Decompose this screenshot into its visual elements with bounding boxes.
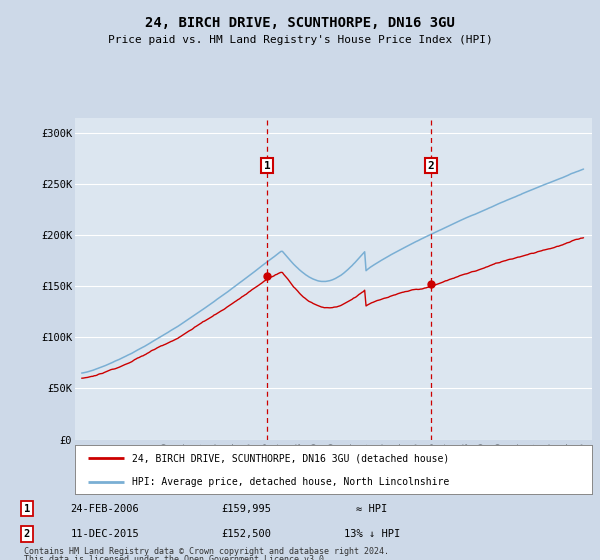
Text: 13% ↓ HPI: 13% ↓ HPI bbox=[344, 529, 400, 539]
Text: This data is licensed under the Open Government Licence v3.0.: This data is licensed under the Open Gov… bbox=[24, 556, 329, 560]
Text: 11-DEC-2015: 11-DEC-2015 bbox=[71, 529, 139, 539]
Text: HPI: Average price, detached house, North Lincolnshire: HPI: Average price, detached house, Nort… bbox=[132, 477, 449, 487]
Text: 2: 2 bbox=[24, 529, 30, 539]
Text: 24, BIRCH DRIVE, SCUNTHORPE, DN16 3GU: 24, BIRCH DRIVE, SCUNTHORPE, DN16 3GU bbox=[145, 16, 455, 30]
Text: ≈ HPI: ≈ HPI bbox=[356, 503, 388, 514]
Text: £152,500: £152,500 bbox=[221, 529, 271, 539]
Text: Price paid vs. HM Land Registry's House Price Index (HPI): Price paid vs. HM Land Registry's House … bbox=[107, 35, 493, 45]
Text: £159,995: £159,995 bbox=[221, 503, 271, 514]
Text: Contains HM Land Registry data © Crown copyright and database right 2024.: Contains HM Land Registry data © Crown c… bbox=[24, 547, 389, 556]
Text: 24-FEB-2006: 24-FEB-2006 bbox=[71, 503, 139, 514]
Text: 1: 1 bbox=[264, 161, 271, 171]
Text: 2: 2 bbox=[427, 161, 434, 171]
Text: 1: 1 bbox=[24, 503, 30, 514]
Text: 24, BIRCH DRIVE, SCUNTHORPE, DN16 3GU (detached house): 24, BIRCH DRIVE, SCUNTHORPE, DN16 3GU (d… bbox=[132, 454, 449, 464]
